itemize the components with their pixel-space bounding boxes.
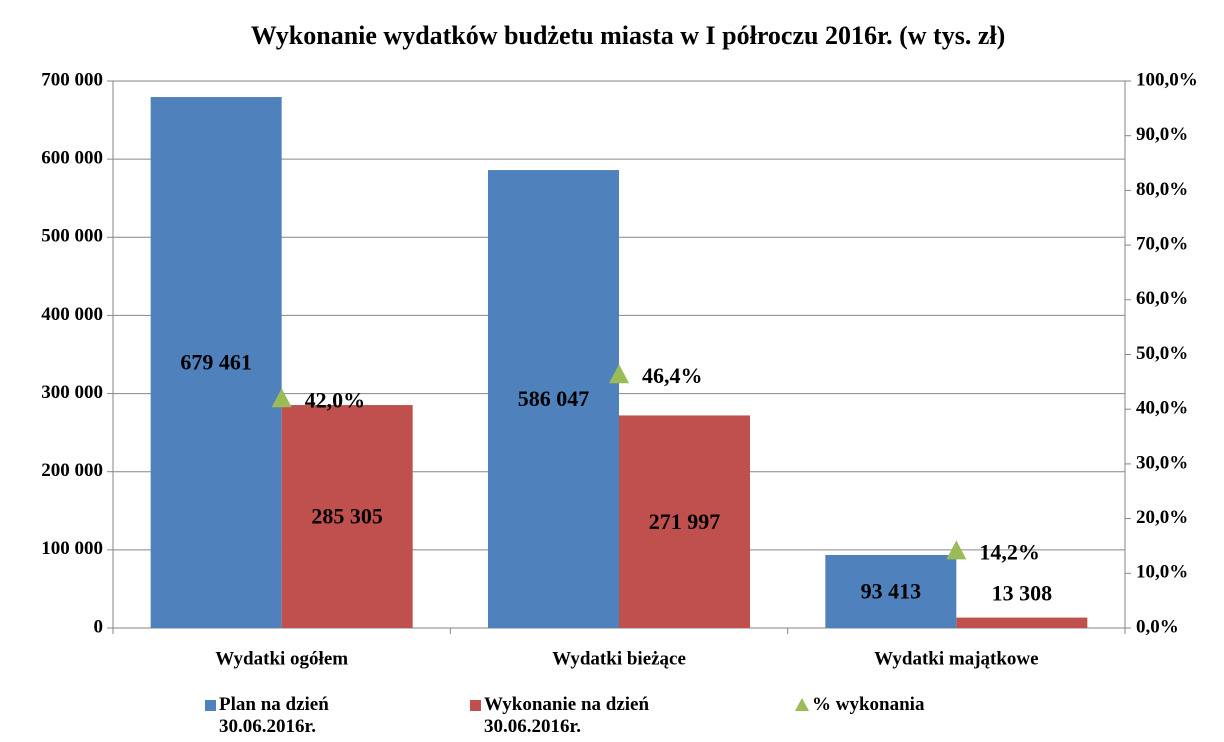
data-label: 679 461: [180, 350, 252, 375]
bar: [488, 170, 619, 628]
y2-tick-label: 70,0%: [1136, 233, 1188, 254]
y2-tick-label: 20,0%: [1136, 507, 1188, 528]
data-label: 93 413: [861, 579, 922, 604]
legend-label: Wykonanie na dzień 30.06.2016r.: [484, 694, 650, 737]
data-label: 285 305: [311, 504, 383, 529]
y-tick-label: 100 000: [41, 538, 103, 559]
y-tick-label: 700 000: [41, 69, 103, 90]
bar: [956, 617, 1088, 628]
y2-tick-label: 10,0%: [1136, 562, 1188, 583]
bar: [150, 97, 282, 629]
y-tick-label: 500 000: [41, 226, 103, 247]
y-tick-label: 200 000: [41, 460, 103, 481]
marker: [946, 540, 967, 560]
y-tick-label: 0: [94, 616, 104, 637]
y-tick-label: 600 000: [41, 148, 103, 169]
legend-label: % wykonania: [812, 694, 925, 715]
data-label: 586 047: [518, 386, 590, 411]
y-tick-label: 300 000: [41, 382, 103, 403]
legend-item: % wykonania: [795, 694, 982, 716]
chart-title: Wykonanie wydatków budżetu miasta w I pó…: [251, 21, 1006, 50]
data-label: 46,4%: [642, 363, 703, 388]
x-tick-label: Wydatki ogółem: [215, 648, 348, 669]
legend-key: [205, 700, 216, 711]
x-tick-label: Wydatki bieżące: [552, 648, 686, 669]
y2-tick-label: 90,0%: [1136, 124, 1188, 145]
legend-label: Plan na dzień 30.06.2016r.: [219, 694, 329, 737]
data-label: 271 997: [649, 509, 721, 534]
data-label: 42,0%: [305, 387, 366, 412]
data-label: 14,2%: [979, 539, 1039, 564]
x-tick-label: Wydatki majątkowe: [874, 648, 1039, 669]
bar: [619, 415, 750, 628]
marker: [271, 388, 292, 408]
data-label: 13 308: [992, 581, 1053, 606]
y-tick-label: 400 000: [41, 304, 103, 325]
legend-key: [795, 698, 809, 711]
y2-tick-label: 50,0%: [1136, 343, 1188, 364]
y2-tick-label: 80,0%: [1136, 179, 1188, 200]
legend-item: Wykonanie na dzień 30.06.2016r.: [470, 694, 654, 738]
legend-item: Plan na dzień 30.06.2016r.: [205, 694, 389, 738]
bar: [825, 555, 957, 628]
y2-tick-label: 40,0%: [1136, 398, 1188, 419]
y2-tick-label: 60,0%: [1136, 288, 1188, 309]
y2-tick-label: 30,0%: [1136, 452, 1188, 473]
legend-key: [470, 700, 481, 711]
y2-tick-label: 0,0%: [1136, 616, 1179, 637]
bar: [281, 405, 413, 628]
marker: [609, 364, 629, 384]
y2-tick-label: 100,0%: [1136, 69, 1198, 90]
